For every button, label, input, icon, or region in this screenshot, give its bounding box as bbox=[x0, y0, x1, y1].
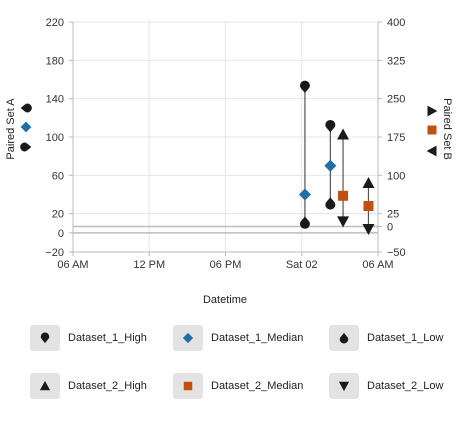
y-left-tick-label: −20 bbox=[45, 247, 64, 259]
legend-item-dataset-2-low[interactable]: Dataset_2_Low bbox=[329, 373, 443, 399]
legend-item-dataset-1-median[interactable]: Dataset_1_Median bbox=[173, 325, 303, 351]
y-right-tick-label: 250 bbox=[387, 94, 405, 106]
legend-swatch bbox=[30, 373, 60, 399]
y-right-axis-title: Paired Set B bbox=[441, 98, 453, 160]
point-dataset-1-high bbox=[299, 80, 310, 94]
y-left-tick-label: 220 bbox=[46, 17, 64, 29]
point-dataset-2-low bbox=[337, 216, 350, 228]
legend-swatch bbox=[173, 373, 203, 399]
y-right-tick-label: 175 bbox=[387, 132, 405, 144]
legend-marker bbox=[182, 332, 194, 344]
triangle-down-icon bbox=[338, 381, 350, 392]
diamond-icon bbox=[20, 121, 32, 133]
x-tick-label: 12 PM bbox=[133, 259, 165, 271]
triangle-right-icon bbox=[427, 105, 438, 117]
x-tick-label: Sat 02 bbox=[286, 259, 318, 271]
legend-label: Dataset_1_High bbox=[68, 332, 147, 344]
y-left-tick-label: 140 bbox=[46, 94, 64, 106]
triangle-left-icon bbox=[426, 145, 437, 157]
y-right-tick-label: 0 bbox=[387, 221, 393, 233]
axis-titles: Datetime Paired Set A Paired Set B bbox=[5, 98, 453, 306]
y-left-tick-label: 20 bbox=[52, 209, 64, 221]
point-dataset-1-low bbox=[299, 216, 310, 229]
y-right-tick-label: 25 bbox=[387, 209, 399, 221]
legend-marker bbox=[338, 381, 350, 392]
drop-left-icon bbox=[20, 103, 32, 113]
x-tick-label: 06 AM bbox=[57, 259, 88, 271]
drop-down-icon bbox=[40, 332, 50, 344]
legend-label: Dataset_2_Median bbox=[211, 380, 304, 392]
legend-marker bbox=[339, 332, 349, 344]
point-dataset-2-median bbox=[363, 201, 374, 211]
axes: −2002060100140180220−5002510017525032540… bbox=[45, 17, 405, 271]
square-icon bbox=[427, 125, 437, 135]
square-icon bbox=[183, 381, 193, 391]
y-left-tick-label: 60 bbox=[52, 170, 64, 182]
legend-marker bbox=[39, 380, 51, 391]
y-right-tick-label: 325 bbox=[387, 55, 405, 67]
y-left-tick-label: 0 bbox=[58, 228, 64, 240]
y-right-tick-label: 100 bbox=[387, 170, 405, 182]
triangle-up-icon bbox=[39, 380, 51, 391]
legend: Dataset_1_High Dataset_1_Median Dataset_1_… bbox=[0, 318, 470, 408]
point-dataset-2-high bbox=[362, 177, 375, 188]
y-right-tick-label: −50 bbox=[387, 247, 406, 259]
legend-marker bbox=[40, 332, 50, 344]
legend-marker bbox=[183, 381, 193, 391]
point-dataset-1-median bbox=[298, 188, 311, 201]
y-left-tick-label: 180 bbox=[46, 55, 64, 67]
legend-item-dataset-2-median[interactable]: Dataset_2_Median bbox=[173, 373, 303, 399]
chart: −2002060100140180220−5002510017525032540… bbox=[5, 17, 453, 306]
point-dataset-2-high bbox=[337, 128, 350, 140]
grid bbox=[72, 21, 379, 253]
point-dataset-1-median bbox=[324, 159, 337, 172]
legend-label: Dataset_1_Low bbox=[367, 332, 444, 344]
point-dataset-2-low bbox=[362, 224, 375, 235]
y-right-tick-label: 400 bbox=[387, 17, 405, 29]
x-tick-label: 06 PM bbox=[210, 259, 242, 271]
drop-right-icon bbox=[20, 142, 32, 152]
y-left-tick-label: 100 bbox=[46, 132, 64, 144]
legend-swatch bbox=[30, 325, 60, 351]
point-dataset-1-low bbox=[325, 197, 336, 210]
legend-item-dataset-1-high[interactable]: Dataset_1_High bbox=[30, 325, 147, 351]
legend-item-dataset-1-low[interactable]: Dataset_1_Low bbox=[329, 325, 443, 351]
legend-label: Dataset_2_High bbox=[68, 380, 147, 392]
x-axis-title: Datetime bbox=[203, 294, 247, 306]
point-dataset-1-high bbox=[325, 119, 336, 133]
legend-swatch bbox=[173, 325, 203, 351]
plot-area bbox=[298, 80, 375, 235]
legend-swatch bbox=[329, 373, 359, 399]
legend-label: Dataset_1_Median bbox=[211, 332, 304, 344]
x-tick-label: 06 AM bbox=[362, 259, 393, 271]
drop-up-icon bbox=[339, 332, 349, 344]
diamond-icon bbox=[182, 332, 194, 344]
legend-label: Dataset_2_Low bbox=[367, 380, 444, 392]
legend-swatch bbox=[329, 325, 359, 351]
legend-item-dataset-2-high[interactable]: Dataset_2_High bbox=[30, 373, 147, 399]
y-left-axis-title: Paired Set A bbox=[5, 98, 17, 160]
point-dataset-2-median bbox=[338, 190, 349, 201]
